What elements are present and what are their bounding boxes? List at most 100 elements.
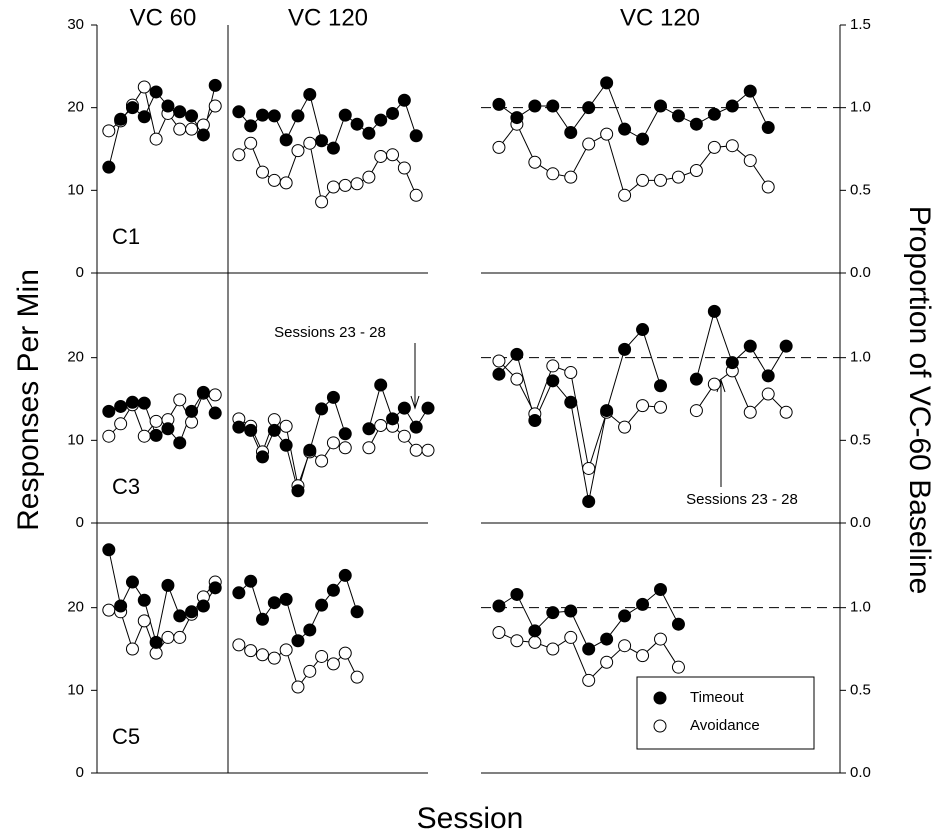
data-point bbox=[409, 443, 423, 457]
data-point bbox=[600, 632, 614, 646]
data-point bbox=[510, 111, 524, 125]
data-point bbox=[185, 404, 199, 418]
data-point bbox=[671, 170, 685, 184]
y-tick-label: 1.0 bbox=[850, 349, 871, 366]
data-point bbox=[707, 304, 721, 318]
data-point bbox=[707, 107, 721, 121]
phase-header: VC 60 bbox=[130, 4, 197, 31]
panel-label: C5 bbox=[112, 724, 140, 749]
arrow-head bbox=[410, 395, 420, 410]
data-point bbox=[374, 418, 388, 432]
data-point bbox=[279, 133, 293, 147]
data-point bbox=[510, 587, 524, 601]
data-point bbox=[654, 379, 667, 393]
data-point bbox=[315, 402, 329, 416]
data-point bbox=[279, 419, 293, 433]
y-tick-label: 0 bbox=[76, 764, 84, 781]
data-point bbox=[779, 339, 793, 353]
data-point bbox=[564, 630, 578, 644]
data-point bbox=[707, 377, 721, 391]
data-point bbox=[671, 109, 685, 123]
data-point bbox=[279, 592, 293, 606]
data-point bbox=[546, 167, 560, 181]
data-point bbox=[244, 423, 258, 437]
y-tick-label: 1.5 bbox=[850, 16, 871, 33]
data-point bbox=[636, 597, 650, 611]
data-point bbox=[600, 76, 614, 90]
data-point bbox=[185, 605, 199, 619]
data-point bbox=[397, 161, 411, 175]
data-point bbox=[761, 387, 775, 401]
data-point bbox=[397, 429, 411, 443]
data-point bbox=[267, 651, 281, 665]
data-point bbox=[582, 495, 596, 509]
data-point bbox=[546, 606, 560, 620]
annotation: Sessions 23 - 28 bbox=[686, 491, 798, 508]
y-tick-label: 0 bbox=[76, 514, 84, 531]
data-point bbox=[671, 617, 685, 631]
legend-box bbox=[636, 676, 815, 750]
data-point bbox=[350, 605, 364, 619]
data-point bbox=[232, 420, 246, 434]
data-point bbox=[338, 108, 352, 122]
data-point bbox=[267, 423, 281, 437]
y-tick-label: 0 bbox=[76, 264, 84, 281]
data-point bbox=[546, 99, 560, 113]
data-point bbox=[397, 93, 411, 107]
data-point bbox=[725, 99, 739, 113]
data-point bbox=[291, 109, 305, 123]
data-point bbox=[303, 443, 317, 457]
data-point bbox=[279, 438, 293, 452]
data-point bbox=[326, 141, 340, 155]
data-point bbox=[196, 599, 210, 613]
legend-label: Timeout bbox=[690, 689, 744, 706]
data-point bbox=[636, 323, 650, 337]
data-point bbox=[114, 417, 128, 431]
data-point bbox=[185, 415, 199, 429]
data-point bbox=[689, 117, 703, 131]
data-point bbox=[492, 354, 506, 368]
data-point bbox=[137, 614, 151, 628]
data-point bbox=[256, 612, 269, 626]
data-point bbox=[232, 148, 246, 162]
data-point bbox=[137, 80, 151, 94]
data-point bbox=[564, 604, 578, 618]
data-point bbox=[125, 575, 139, 589]
data-point bbox=[618, 639, 632, 653]
data-point bbox=[208, 581, 222, 595]
data-point bbox=[386, 148, 400, 162]
data-point bbox=[510, 634, 524, 648]
data-point bbox=[102, 404, 116, 418]
data-point bbox=[173, 393, 187, 407]
data-point bbox=[114, 112, 128, 126]
data-point bbox=[707, 140, 721, 154]
data-point bbox=[291, 144, 305, 158]
data-point bbox=[743, 84, 757, 98]
data-point bbox=[421, 443, 435, 457]
data-point bbox=[291, 680, 305, 694]
data-point bbox=[137, 110, 151, 124]
data-point bbox=[362, 422, 376, 436]
data-point bbox=[582, 137, 596, 151]
data-point bbox=[362, 126, 376, 140]
data-point bbox=[232, 586, 246, 600]
y-tick-label: 30 bbox=[67, 16, 84, 33]
data-point bbox=[303, 664, 317, 678]
x-axis-label: Session bbox=[417, 802, 524, 835]
series-line bbox=[498, 123, 769, 197]
data-point bbox=[315, 454, 329, 468]
y-tick-label: 1.0 bbox=[850, 99, 871, 116]
data-point bbox=[421, 401, 435, 415]
data-point bbox=[114, 599, 128, 613]
data-point bbox=[654, 173, 667, 187]
data-point bbox=[510, 347, 524, 361]
data-point bbox=[173, 105, 187, 119]
data-point bbox=[149, 428, 163, 442]
data-point bbox=[256, 648, 269, 662]
data-point bbox=[125, 101, 139, 115]
data-point bbox=[114, 399, 128, 413]
data-point bbox=[137, 429, 151, 443]
data-point bbox=[279, 176, 293, 190]
data-point bbox=[291, 634, 305, 648]
data-point bbox=[149, 635, 163, 649]
